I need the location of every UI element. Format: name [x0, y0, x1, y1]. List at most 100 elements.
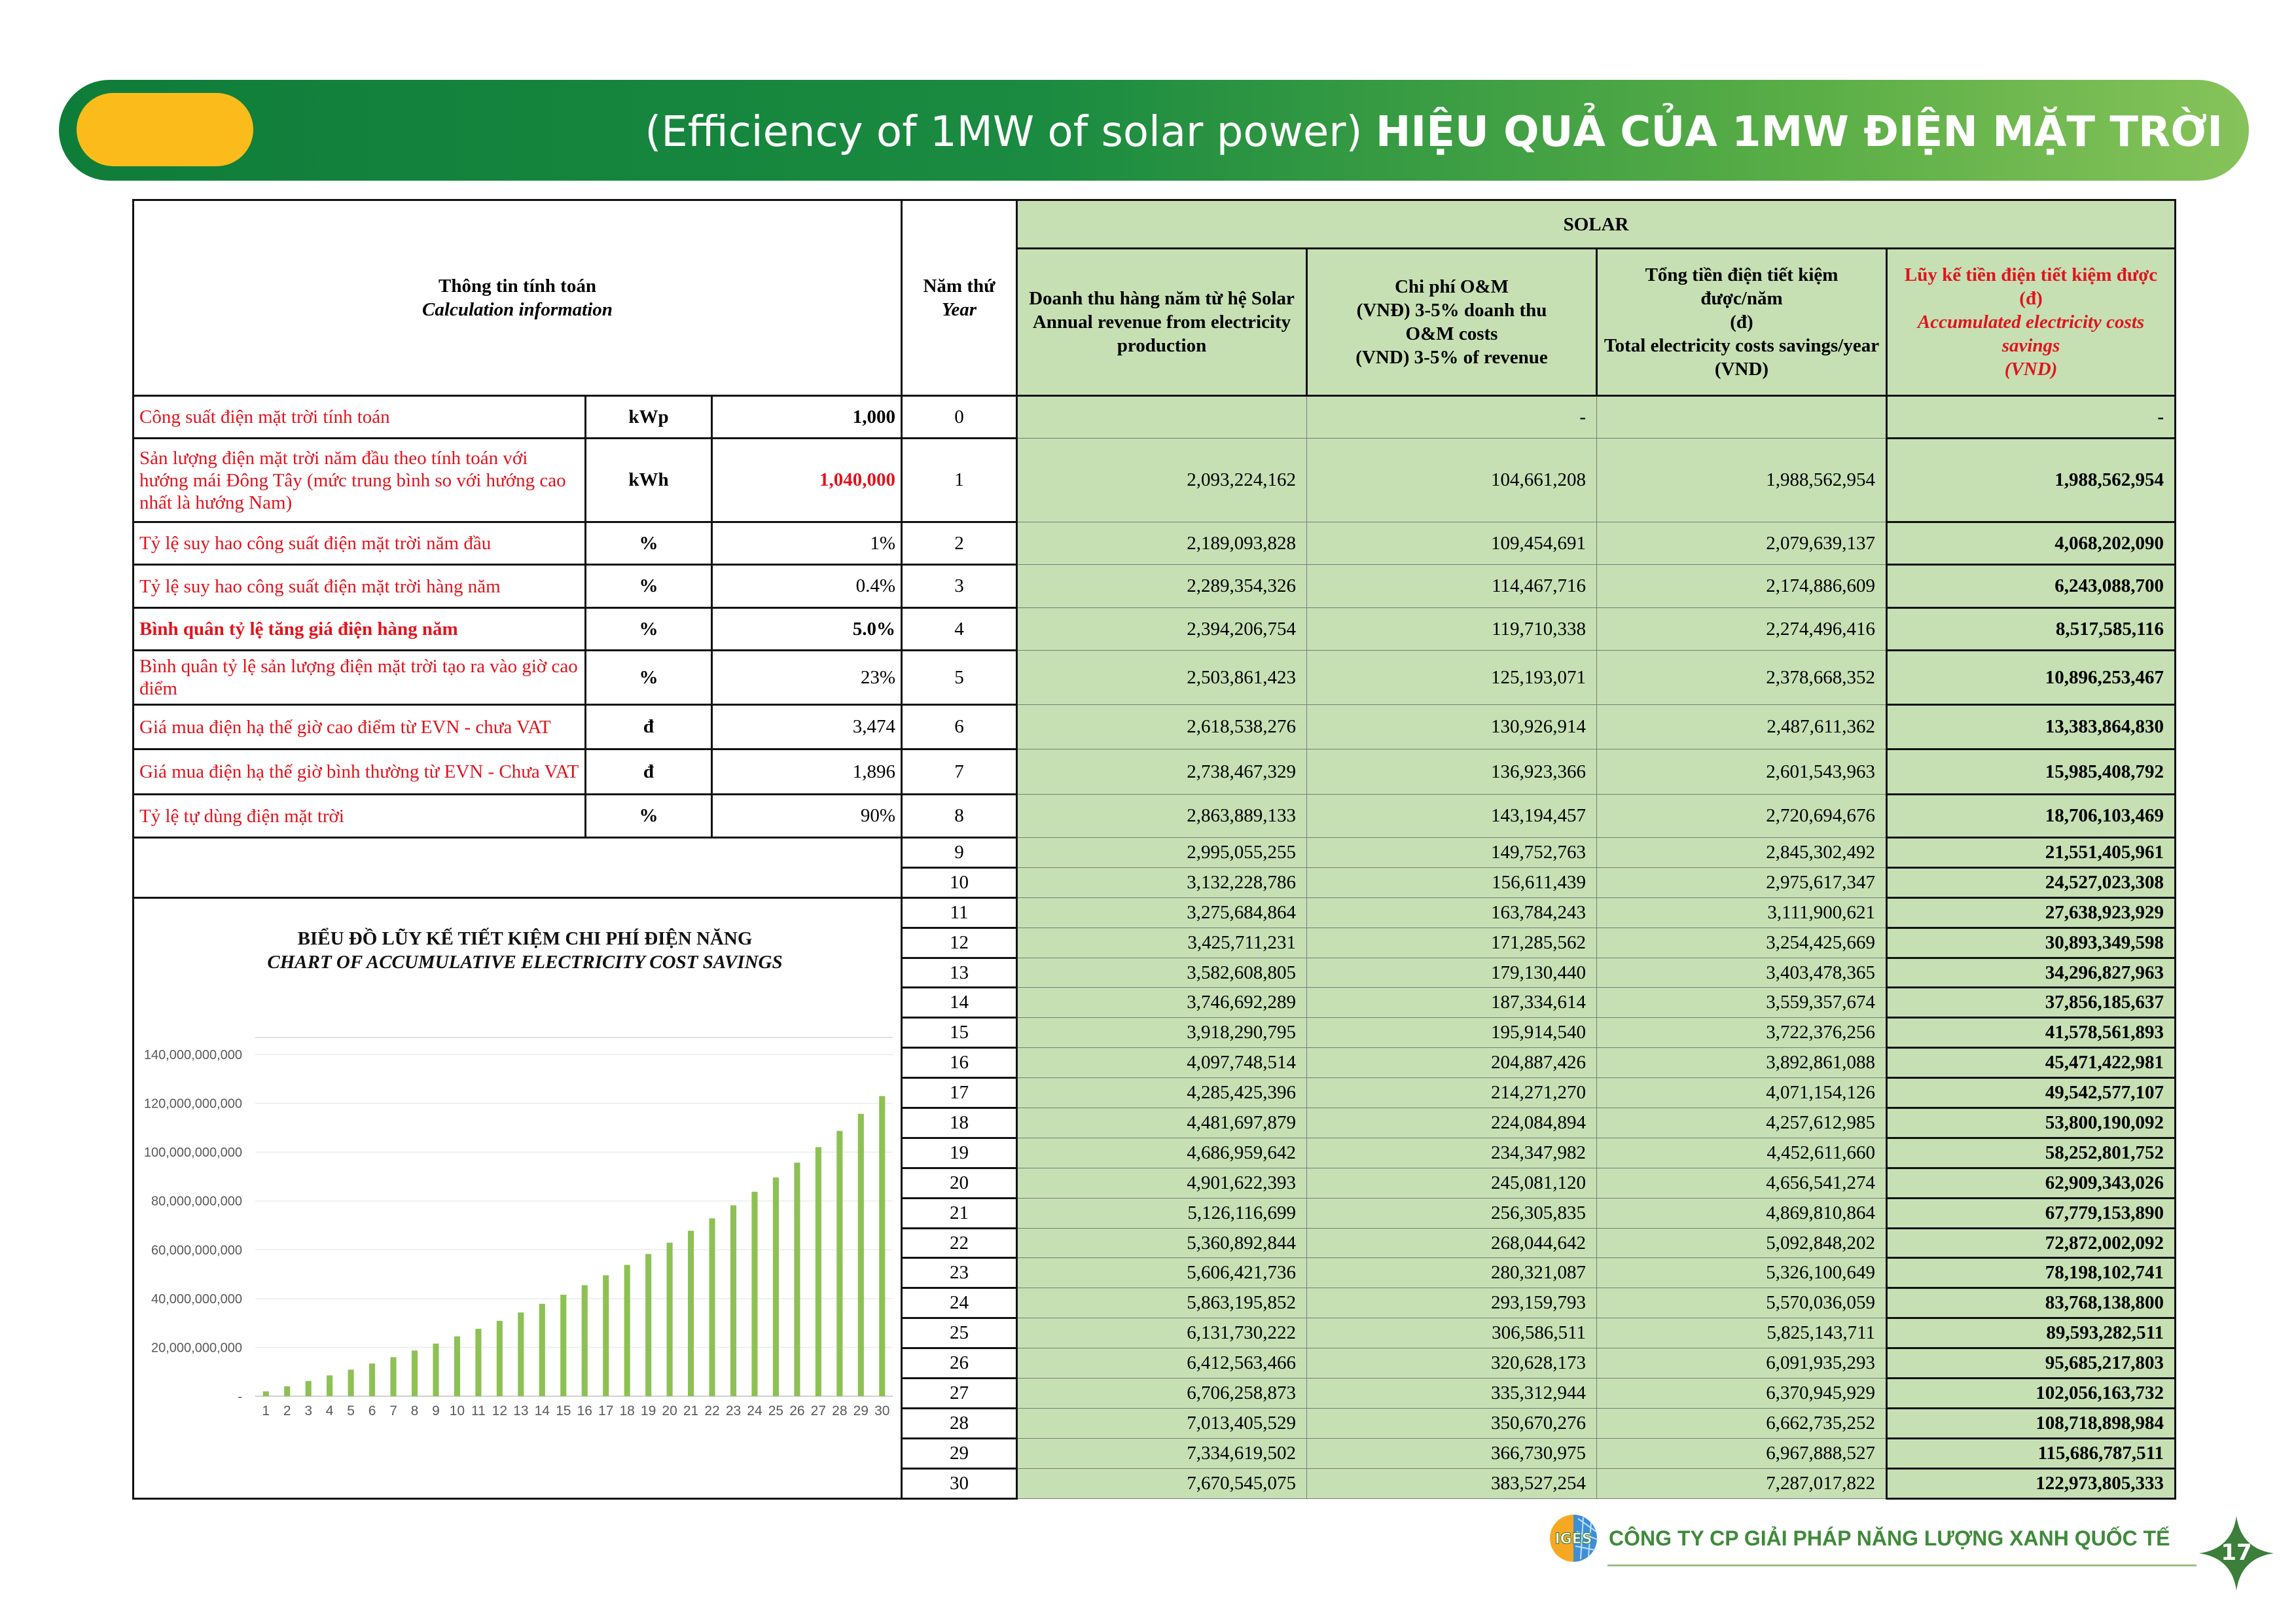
x-tick-label: 25 — [768, 1403, 783, 1418]
x-tick-label: 4 — [326, 1403, 334, 1418]
info-label: Tỷ lệ tự dùng điện mặt trời — [132, 793, 586, 839]
info-header-vi: Thông tin tính toán — [439, 276, 596, 297]
bar-year-30 — [879, 1096, 886, 1396]
table-row: 16 4,097,748,514 204,887,426 3,892,861,088 4… — [134, 1047, 2177, 1079]
company-name: CÔNG TY CP GIẢI PHÁP NĂNG LƯỢNG XANH QUỐ… — [1609, 1526, 2170, 1550]
accumulated-savings-cell: 15,985,408,792 — [1885, 748, 2177, 795]
revenue-cell: 5,863,195,852 — [1016, 1288, 1307, 1319]
om-cost-cell: 245,081,120 — [1306, 1167, 1597, 1199]
total-savings-cell: 2,601,543,963 — [1596, 749, 1887, 795]
revenue-header: Doanh thu hàng năm từ hệ Solar Annual re… — [1016, 247, 1308, 397]
accumulated-savings-cell: 89,593,282,511 — [1885, 1317, 2177, 1350]
accumulated-savings-cell: 62,909,343,026 — [1885, 1166, 2177, 1199]
info-label: Tỷ lệ suy hao công suất điện mặt trời nă… — [132, 521, 586, 566]
om-cost-cell: 306,586,511 — [1306, 1318, 1597, 1349]
info-unit: % — [584, 564, 713, 609]
revenue-cell: 4,097,748,514 — [1016, 1047, 1307, 1079]
revenue-cell: 3,746,692,289 — [1016, 987, 1307, 1019]
accumulated-savings-cell: 34,296,827,963 — [1885, 956, 2177, 989]
accumulated-savings-cell: 49,542,577,107 — [1885, 1077, 2177, 1110]
om-cost-cell: 109,454,691 — [1306, 522, 1597, 565]
x-tick-label: 14 — [535, 1403, 550, 1418]
total-savings-cell: 2,975,617,347 — [1596, 867, 1887, 898]
total-savings-cell: 3,892,861,088 — [1596, 1047, 1887, 1079]
x-tick-label: 7 — [389, 1403, 397, 1418]
accumulated-savings-cell: 6,243,088,700 — [1885, 564, 2177, 609]
table-row: 26 6,412,563,466 320,628,173 6,091,935,293 9… — [134, 1347, 2177, 1380]
accumulated-savings-header: Lũy kế tiền điện tiết kiệm được (đ) Accu… — [1885, 247, 2177, 397]
revenue-cell: 2,995,055,255 — [1016, 837, 1307, 868]
y-tick-label: 80,000,000,000 — [151, 1194, 242, 1208]
info-value: 5.0% — [711, 607, 903, 651]
bar-year-21 — [688, 1231, 694, 1396]
year-cell: 26 — [901, 1347, 1018, 1380]
accumulated-savings-cell: 21,551,405,961 — [1885, 837, 2177, 869]
info-header: Thông tin tính toán Calculation informat… — [132, 199, 903, 397]
accumulated-savings-cell: 102,056,163,732 — [1885, 1377, 2177, 1409]
om-cost-cell: 366,730,975 — [1306, 1437, 1597, 1469]
om-cost-cell: 268,044,642 — [1306, 1227, 1597, 1259]
header-line: Total electricity costs savings/year — [1604, 335, 1880, 356]
revenue-cell: 4,901,622,393 — [1016, 1167, 1307, 1199]
x-tick-label: 26 — [789, 1403, 804, 1418]
accumulated-savings-cell: 53,800,190,092 — [1885, 1107, 2177, 1139]
table-row: 22 5,360,892,844 268,044,642 5,092,848,202 7… — [134, 1227, 2177, 1259]
revenue-cell: 2,189,093,828 — [1016, 522, 1307, 565]
revenue-cell: 4,285,425,396 — [1016, 1077, 1307, 1109]
bar-year-17 — [603, 1275, 609, 1396]
accumulated-savings-cell: 72,872,002,092 — [1885, 1227, 2177, 1259]
info-value: 0.4% — [711, 564, 903, 609]
header-line: Accumulated electricity costs savings — [1917, 312, 2145, 356]
om-cost-cell: 179,130,440 — [1306, 957, 1597, 988]
page-number: 17 — [2221, 1540, 2252, 1566]
table-row: 25 6,131,730,222 306,586,511 5,825,143,711 8… — [134, 1317, 2177, 1350]
table-row: Công suất điện mặt trời tính toán kWp 1,00… — [132, 395, 2177, 439]
info-value: 1,896 — [711, 748, 903, 795]
revenue-cell: 6,131,730,222 — [1016, 1318, 1307, 1349]
y-tick-label: 60,000,000,000 — [151, 1243, 242, 1257]
title-vietnamese: HIỆU QUẢ CỦA 1MW ĐIỆN MẶT TRỜI — [1375, 108, 2223, 156]
total-savings-header: Tổng tiền điện tiết kiệm được/năm (đ) To… — [1596, 247, 1888, 397]
header-line: Tổng tiền điện tiết kiệm được/năm — [1645, 264, 1839, 309]
om-cost-cell: 187,334,614 — [1306, 987, 1597, 1019]
table-row: Tỷ lệ tự dùng điện mặt trời% 90% 8 2,863,88… — [132, 793, 2177, 839]
total-savings-cell: 2,845,302,492 — [1596, 837, 1887, 868]
bar-year-10 — [454, 1336, 460, 1396]
chart-title: BIỂU ĐỒ LŨY KẾ TIẾT KIỆM CHI PHÍ ĐIỆN NĂ… — [298, 927, 753, 949]
om-cost-cell: 136,923,366 — [1306, 749, 1597, 795]
accumulated-savings-cell: 18,706,103,469 — [1885, 793, 2177, 839]
revenue-cell: 2,738,467,329 — [1016, 749, 1307, 795]
table-row: 10 3,132,228,786 156,611,439 2,975,617,347 2… — [134, 866, 2177, 899]
accumulated-savings-cell: 122,973,805,333 — [1885, 1467, 2177, 1500]
revenue-cell: 7,334,619,502 — [1016, 1437, 1307, 1469]
x-tick-label: 24 — [747, 1403, 762, 1418]
om-cost-cell: 383,527,254 — [1306, 1468, 1597, 1499]
y-tick-label: 120,000,000,000 — [144, 1096, 242, 1111]
header-line: Chi phí O&M — [1394, 276, 1509, 297]
total-savings-cell: 5,570,036,059 — [1596, 1288, 1887, 1319]
total-savings-cell: 4,869,810,864 — [1596, 1197, 1887, 1229]
om-cost-cell: 214,271,270 — [1306, 1077, 1597, 1109]
header-line: (đ) — [1730, 312, 1753, 333]
year-cell: 3 — [901, 564, 1018, 609]
info-unit: % — [584, 607, 713, 651]
total-savings-cell: 3,722,376,256 — [1596, 1017, 1887, 1049]
svg-text:IGES: IGES — [1554, 1531, 1592, 1547]
header-line: Lũy kế tiền điện tiết kiệm được — [1904, 264, 2158, 285]
om-cost-cell: 143,194,457 — [1306, 794, 1597, 838]
header-pill-decoration — [77, 93, 253, 166]
bar-year-15 — [560, 1294, 567, 1396]
year-cell: 28 — [901, 1407, 1018, 1439]
table-row: 21 5,126,116,699 256,305,835 4,869,810,864 6… — [134, 1197, 2177, 1229]
chart-svg: BIỂU ĐỒ LŨY KẾ TIẾT KIỆM CHI PHÍ ĐIỆN NĂ… — [144, 927, 893, 1418]
revenue-cell: 4,481,697,879 — [1016, 1108, 1307, 1138]
x-tick-label: 3 — [304, 1403, 312, 1418]
bar-year-18 — [624, 1265, 630, 1396]
header-line: (VND) — [1714, 359, 1769, 380]
x-tick-label: 18 — [619, 1403, 634, 1418]
bar-year-22 — [709, 1218, 715, 1396]
info-value: 23% — [711, 649, 903, 706]
table-row: 14 3,746,692,289 187,334,614 3,559,357,674 3… — [134, 986, 2177, 1019]
revenue-cell: 6,412,563,466 — [1016, 1348, 1307, 1379]
om-header: Chi phí O&M (VNĐ) 3-5% doanh thu O&M cos… — [1306, 247, 1598, 397]
